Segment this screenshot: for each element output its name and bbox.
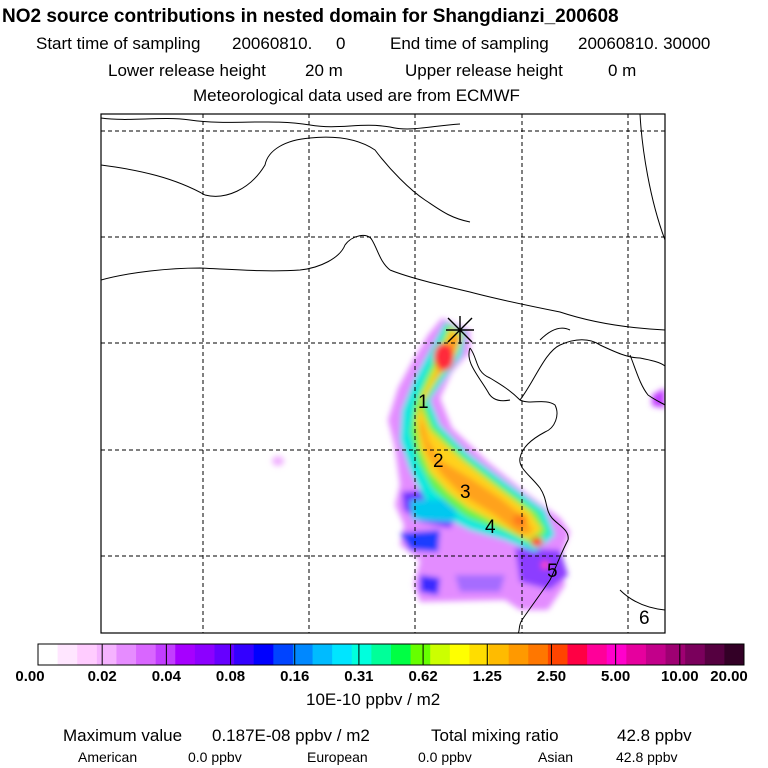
- day-label-2: 2: [433, 451, 444, 472]
- asian-label: Asian: [538, 749, 574, 765]
- total-mixing-label: Total mixing ratio: [431, 726, 559, 745]
- colorbar-cell: [685, 644, 706, 665]
- colorbar-cell: [645, 644, 667, 665]
- colorbar-cell: [508, 644, 529, 665]
- colorbar-tick-label: 0.04: [151, 668, 181, 685]
- coastlines: [101, 114, 665, 633]
- lower-release-label: Lower release height: [108, 61, 266, 80]
- colorbar-tick-label: 20.00: [710, 668, 748, 685]
- colorbar-cell: [430, 644, 451, 665]
- max-value: 0.187E-08 ppbv / m2: [212, 726, 370, 745]
- colorbar-cell: [626, 644, 647, 665]
- day-label-1: 1: [418, 392, 429, 413]
- colorbar-cell: [489, 644, 510, 665]
- colorbar-tick-label: 0.16: [280, 668, 310, 685]
- colorbar-cell: [116, 644, 137, 665]
- colorbar-tick-label: 0.08: [215, 668, 246, 685]
- colorbar-cell: [567, 644, 588, 665]
- colorbar-cell: [194, 644, 215, 665]
- american-label: American: [78, 749, 138, 765]
- colorbar-cell: [351, 644, 372, 665]
- upper-release-value: 0 m: [608, 61, 637, 80]
- end-time-label: End time of sampling: [390, 34, 549, 53]
- graticule: [101, 114, 665, 633]
- colorbar-cell: [312, 644, 333, 665]
- colorbar-cell: [469, 644, 490, 665]
- map-frame: [100, 113, 666, 634]
- colorbar-tick-label: 10.00: [661, 668, 699, 685]
- concentration-field: [101, 114, 665, 633]
- colorbar-cell: [410, 644, 431, 665]
- day-label-5: 5: [547, 561, 558, 582]
- colorbar-cell: [234, 644, 255, 665]
- day-label-6: 6: [639, 608, 650, 629]
- colorbar-cell: [391, 644, 412, 665]
- colorbar-tick-label: 1.25: [472, 668, 502, 685]
- day-label-3: 3: [460, 482, 471, 503]
- start-time-value: 20060810. 0: [232, 34, 346, 53]
- colorbar-tick-label: 0.31: [344, 668, 374, 685]
- colorbar-cell: [273, 644, 294, 665]
- asian-value: 42.8 ppbv: [616, 749, 678, 765]
- colorbar-cell: [253, 644, 274, 665]
- met-data-note: Meteorological data used are from ECMWF: [193, 86, 520, 105]
- colorbar-tick-label: 0.00: [15, 668, 45, 685]
- colorbar-cell: [449, 644, 470, 665]
- american-value: 0.0 ppbv: [188, 749, 242, 765]
- colorbar-cell: [155, 644, 176, 665]
- colorbar-cell: [332, 644, 353, 665]
- colorbar-cell: [57, 644, 78, 665]
- colorbar-cell: [587, 644, 608, 665]
- colorbar-cell: [528, 644, 549, 665]
- european-value: 0.0 ppbv: [418, 749, 472, 765]
- day-label-4: 4: [485, 517, 496, 538]
- max-value-label: Maximum value: [63, 726, 183, 745]
- colorbar-tick-label: 2.50: [536, 668, 567, 685]
- colorbar: [37, 643, 745, 666]
- total-mixing-value: 42.8 ppbv: [617, 726, 692, 745]
- colorbar-cell: [704, 644, 725, 665]
- colorbar-cell: [371, 644, 392, 665]
- start-time-label: Start time of sampling: [36, 34, 201, 53]
- colorbar-cell: [292, 644, 314, 665]
- colorbar-tick-label: 0.02: [87, 668, 117, 685]
- colorbar-cell: [38, 644, 59, 665]
- end-time-value: 20060810. 30000: [578, 34, 711, 53]
- colorbar-cell: [96, 644, 117, 665]
- colorbar-cell: [665, 644, 686, 665]
- colorbar-cell: [214, 644, 235, 665]
- european-label: European: [307, 749, 368, 765]
- upper-release-label: Upper release height: [405, 61, 563, 80]
- star-cross-icon: [446, 316, 474, 344]
- colorbar-tick-label: 5.00: [601, 668, 631, 685]
- colorbar-unit: 10E-10 ppbv / m2: [306, 690, 441, 709]
- lower-release-value: 20 m: [305, 61, 343, 80]
- colorbar-cell: [175, 644, 196, 665]
- colorbar-cell: [77, 644, 98, 665]
- colorbar-cell: [606, 644, 627, 665]
- colorbar-cell: [724, 644, 745, 665]
- colorbar-tick-label: 0.62: [408, 668, 438, 685]
- colorbar-border: [37, 643, 745, 666]
- colorbar-cell: [136, 644, 157, 665]
- page-title: NO2 source contributions in nested domai…: [2, 6, 619, 27]
- colorbar-cell: [547, 644, 568, 665]
